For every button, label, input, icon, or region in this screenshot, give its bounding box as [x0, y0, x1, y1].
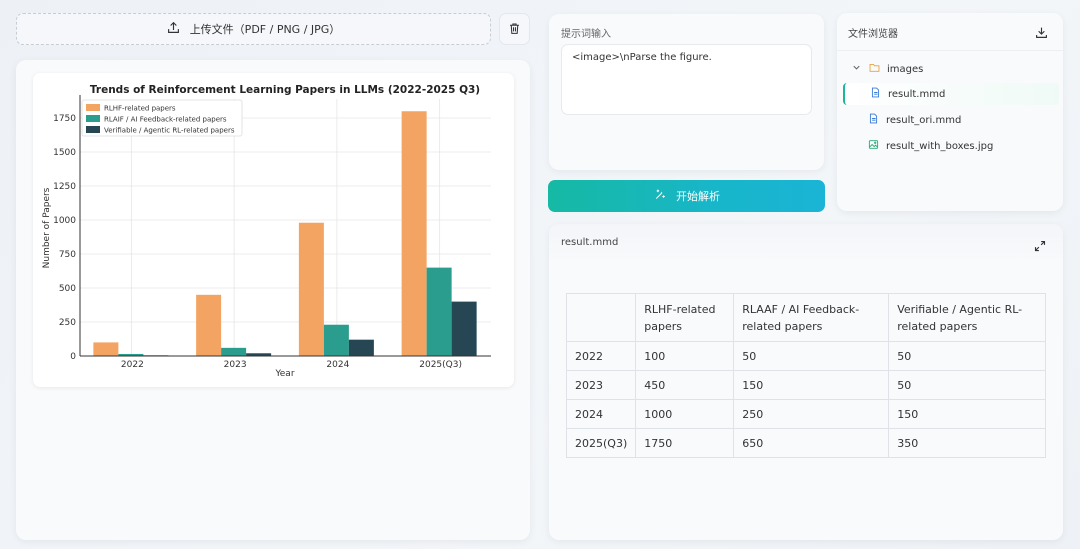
table-cell: 1000 — [635, 399, 735, 429]
y-tick-label: 750 — [59, 250, 76, 260]
prompt-input[interactable] — [561, 44, 812, 115]
x-tick-label: 2023 — [224, 360, 247, 370]
legend-swatch — [86, 104, 100, 111]
file-name: result_with_boxes.jpg — [886, 140, 994, 152]
upload-icon — [167, 21, 180, 37]
table-cell: 1750 — [635, 428, 735, 458]
legend-label: RLHF-related papers — [104, 105, 176, 113]
upload-label: 上传文件（PDF / PNG / JPG） — [189, 23, 341, 36]
bar — [401, 111, 427, 356]
x-tick-label: 2022 — [121, 360, 144, 370]
legend-box — [81, 99, 243, 137]
table-row: 2025(Q3) 1750 650 350 — [565, 428, 1046, 458]
table-cell: 2025(Q3) — [565, 428, 637, 458]
table-cell: 150 — [733, 370, 890, 400]
trash-icon — [508, 20, 521, 39]
folder-name: images — [887, 63, 924, 75]
folder-images[interactable]: images — [851, 58, 923, 80]
table-cell: 350 — [888, 428, 1046, 458]
y-tick-label: 1500 — [53, 148, 76, 158]
bar — [118, 353, 144, 356]
x-tick-label: 2024 — [326, 360, 349, 370]
chart-title: Trends of Reinforcement Learning Papers … — [90, 84, 480, 96]
table-cell: 2022 — [565, 341, 637, 371]
bar — [451, 301, 477, 356]
chart-preview: 0 250 500 750 1000 1250 1500 1750 2022 2023 2024 20… — [33, 73, 514, 387]
prompt-label: 提示词输入 — [561, 29, 611, 40]
table-cell: 100 — [635, 341, 735, 371]
file-item-result-ori-mmd[interactable]: result_ori.mmd — [868, 109, 961, 131]
x-tick-label: 2025(Q3) — [419, 360, 462, 370]
legend-swatch — [86, 126, 100, 133]
result-table: RLHF-related papers RLAAF / AI Feedback-… — [565, 293, 1046, 458]
y-axis-label: Number of Papers — [42, 187, 52, 268]
y-tick-label: 500 — [59, 284, 76, 294]
bar-chart: 0 250 500 750 1000 1250 1500 1750 2022 2023 2024 20… — [42, 84, 491, 379]
bar — [93, 342, 119, 356]
table-cell: 50 — [888, 341, 1046, 371]
table-cell: 150 — [888, 399, 1046, 429]
file-icon — [870, 87, 881, 101]
y-tick-label: 1750 — [53, 114, 76, 124]
table-header-cell — [565, 293, 637, 342]
file-icon — [868, 113, 879, 127]
y-tick-label: 1000 — [53, 216, 76, 226]
start-parse-label: 开始解析 — [676, 191, 720, 203]
download-icon[interactable] — [1035, 24, 1049, 38]
bar — [426, 267, 452, 356]
sparkle-icon — [653, 188, 666, 204]
file-name: result_ori.mmd — [886, 114, 962, 126]
table-cell: 650 — [733, 428, 890, 458]
table-cell: 250 — [733, 399, 890, 429]
file-browser-header — [837, 13, 1063, 51]
bar — [246, 353, 272, 356]
delete-button[interactable] — [499, 13, 530, 45]
table-row: 2022 100 50 50 — [565, 341, 1046, 371]
expand-icon[interactable] — [1034, 237, 1047, 252]
table-header-cell: Verifiable / Agentic RL-related papers — [888, 293, 1046, 342]
legend-label: Verifiable / Agentic RL-related papers — [104, 127, 235, 135]
bar — [221, 347, 247, 356]
table-cell: 450 — [635, 370, 735, 400]
table-row: 2023 450 150 50 — [565, 370, 1046, 400]
y-tick-label: 250 — [59, 318, 76, 328]
legend-label: RLAIF / AI Feedback-related papers — [104, 116, 227, 124]
result-title: result.mmd — [561, 237, 619, 248]
legend-swatch — [86, 115, 100, 122]
table-cell: 50 — [733, 341, 890, 371]
file-item-result-with-boxes-jpg[interactable]: result_with_boxes.jpg — [868, 135, 993, 157]
image-file-icon — [868, 139, 879, 153]
bar — [298, 222, 324, 356]
result-header — [549, 224, 1063, 264]
table-row: 2024 1000 250 150 — [565, 399, 1046, 429]
table-cell: 2023 — [565, 370, 637, 400]
table-header-row: RLHF-related papers RLAAF / AI Feedback-… — [565, 293, 1046, 342]
file-browser-title: 文件浏览器 — [848, 29, 898, 40]
file-item-result-mmd[interactable]: result.mmd — [843, 83, 1059, 105]
table-header-cell: RLAAF / AI Feedback-related papers — [733, 293, 890, 342]
upload-button[interactable]: 上传文件（PDF / PNG / JPG） — [16, 13, 491, 45]
y-tick-label: 0 — [70, 352, 76, 362]
bar — [196, 294, 222, 356]
table-cell: 50 — [888, 370, 1046, 400]
x-axis-label: Year — [274, 369, 294, 379]
table-cell: 2024 — [565, 399, 637, 429]
table-header-cell: RLHF-related papers — [635, 293, 735, 342]
folder-icon — [869, 62, 880, 76]
bar — [348, 339, 374, 356]
y-tick-label: 1250 — [53, 182, 76, 192]
file-name: result.mmd — [888, 88, 946, 100]
chevron-down-icon — [851, 62, 862, 76]
file-browser-panel — [837, 13, 1063, 211]
start-parse-button[interactable]: 开始解析 — [548, 180, 825, 212]
bar — [323, 324, 349, 356]
